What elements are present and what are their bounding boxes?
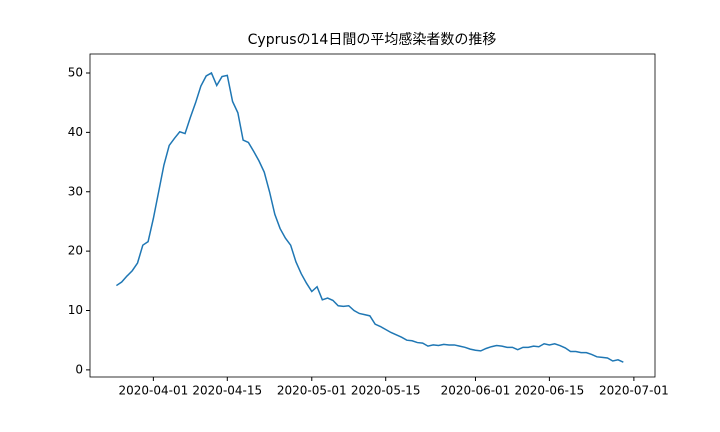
line	[115, 71, 624, 363]
x-tick-label: 2020-06-01	[441, 384, 511, 398]
y-tick-label: 40	[68, 125, 83, 139]
x-tick-label: 2020-04-01	[118, 384, 188, 398]
x-tick-label: 2020-05-15	[351, 384, 421, 398]
y-tick-label: 30	[68, 184, 83, 198]
chart-title: Cyprusの14日間の平均感染者数の推移	[248, 31, 497, 48]
x-tick-label: 2020-06-15	[515, 384, 585, 398]
x-tick-label: 2020-04-15	[192, 384, 262, 398]
y-tick-label: 0	[75, 362, 83, 376]
x-tick-label: 2020-05-01	[277, 384, 347, 398]
y-tick-label: 10	[68, 303, 83, 317]
y-tick-label: 50	[68, 66, 83, 80]
y-tick-label: 20	[68, 244, 83, 258]
x-tick-label: 2020-07-01	[599, 384, 669, 398]
plot-frame	[89, 53, 656, 378]
